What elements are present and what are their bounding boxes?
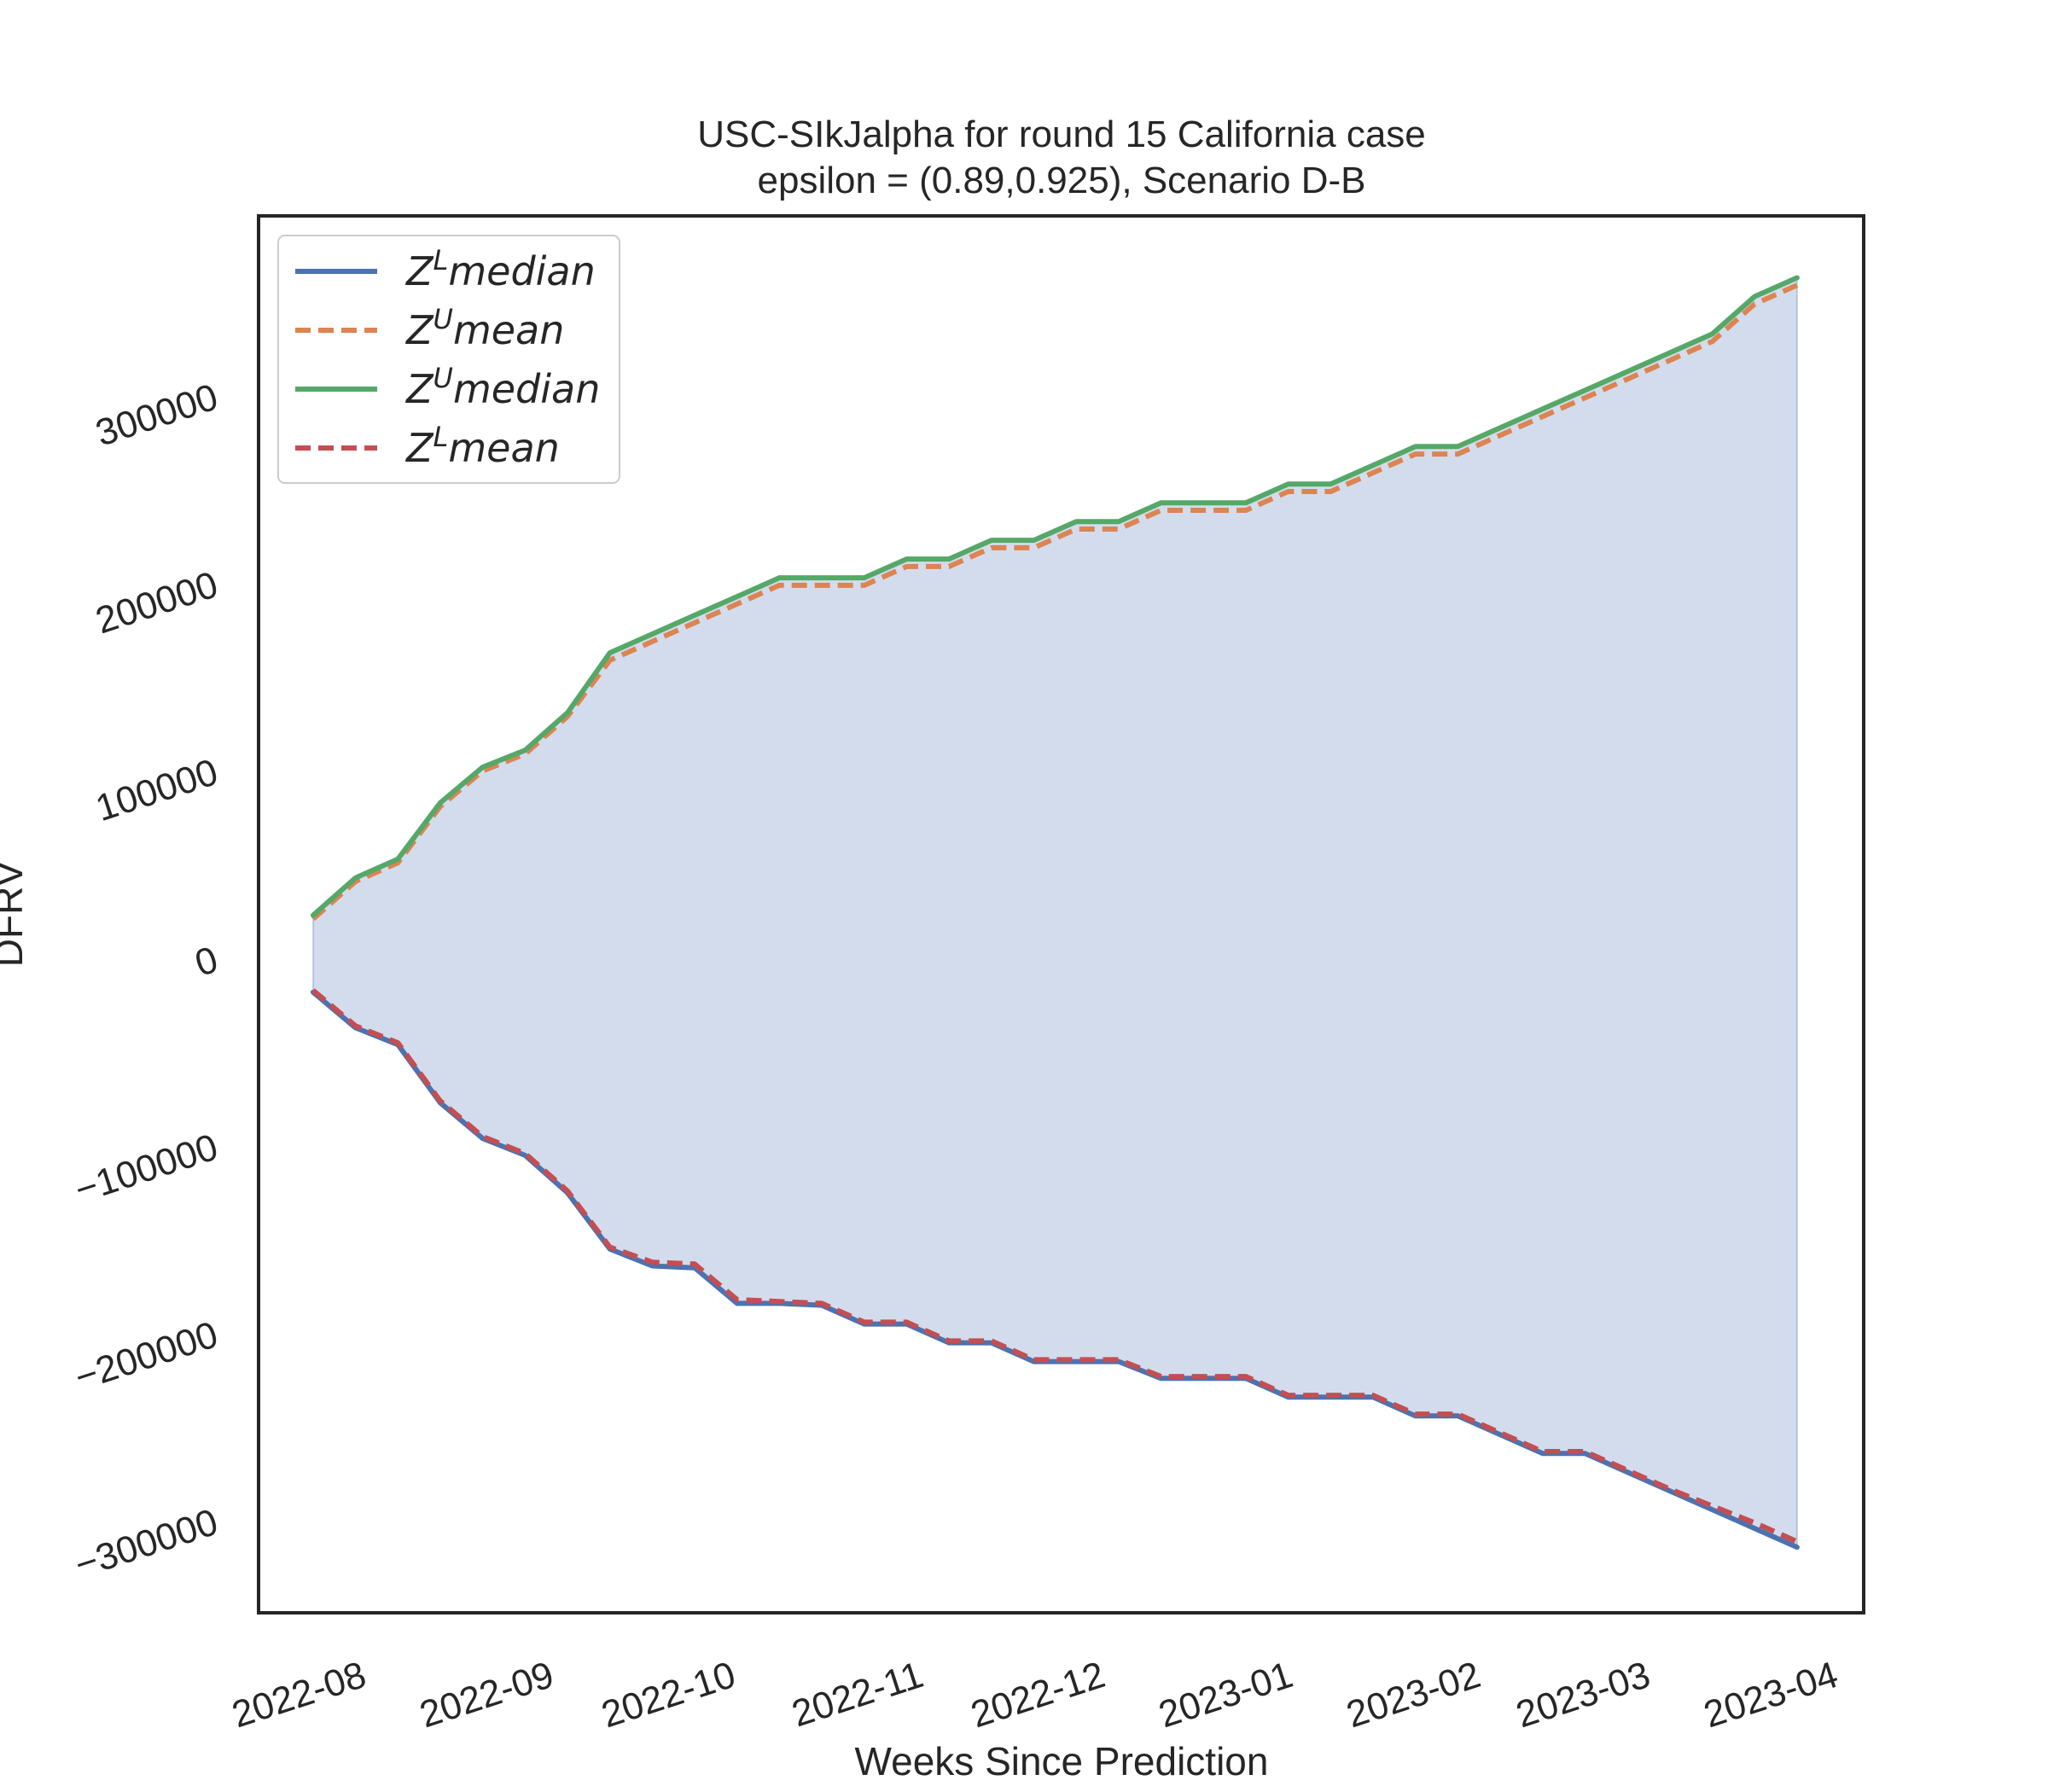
- y-tick-label: −200000: [70, 1313, 223, 1399]
- x-tick-label: 2022-08: [227, 1654, 371, 1737]
- y-tick-label: 200000: [90, 563, 223, 642]
- x-tick-label: 2022-09: [415, 1654, 559, 1737]
- x-tick-label: 2022-11: [787, 1654, 928, 1735]
- x-tick-label: 2023-01: [1154, 1654, 1298, 1737]
- y-axis-ticks: −300000 −200000 −100000 0 100000 200000 300000: [70, 376, 223, 1586]
- y-tick-label: 100000: [90, 751, 223, 829]
- chart-title: USC-SIkJalpha for round 15 California ca…: [697, 113, 1426, 201]
- y-tick-label: 0: [190, 939, 223, 985]
- series-line-4: [311, 988, 1799, 1545]
- y-tick-label: −300000: [70, 1501, 223, 1586]
- x-tick-label: 2023-04: [1699, 1654, 1843, 1737]
- series-line-2: [311, 282, 1799, 922]
- series-line-3: [310, 275, 1800, 918]
- plot-frame: [257, 214, 1865, 1615]
- y-axis-label: DFRV: [0, 860, 31, 967]
- chart-title-line-1: USC-SIkJalpha for round 15 California ca…: [697, 113, 1426, 155]
- x-axis-ticks: 2022-08 2022-09 2022-10 2022-11 2022-12 2023-…: [227, 1654, 1843, 1737]
- legend: ZLmedian ZUmean ZUmedian ZLmean: [277, 235, 620, 484]
- x-tick-label: 2023-02: [1341, 1654, 1486, 1737]
- x-tick-label: 2022-10: [596, 1654, 741, 1737]
- x-tick-label: 2022-12: [966, 1654, 1110, 1737]
- chart-title-line-2: epsilon = (0.89,0.925), Scenario D-B: [758, 160, 1366, 201]
- legend-entry-label: ZUmedian: [404, 362, 600, 412]
- y-tick-label: 300000: [90, 376, 223, 455]
- legend-box: [277, 235, 620, 484]
- x-tick-label: 2023-03: [1511, 1654, 1655, 1737]
- legend-entry-label: ZUmean: [404, 303, 564, 353]
- x-axis-label: Weeks Since Prediction: [855, 1739, 1269, 1783]
- legend-entry-label: ZLmean: [404, 421, 560, 471]
- legend-entry-label: ZLmedian: [404, 244, 596, 294]
- series-layer: [310, 275, 1800, 1551]
- y-tick-label: −100000: [70, 1126, 223, 1212]
